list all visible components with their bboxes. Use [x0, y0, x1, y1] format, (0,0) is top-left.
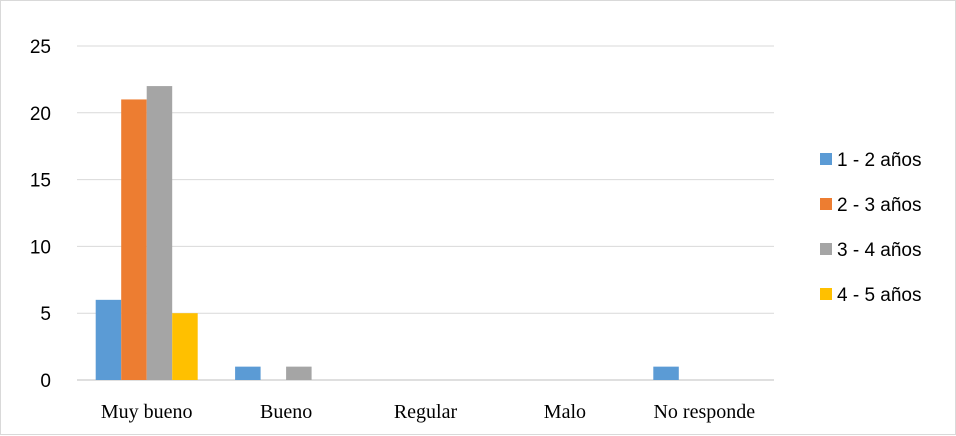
bar	[95, 299, 122, 380]
y-tick-label: 5	[40, 304, 51, 325]
legend-label: 1 - 2 años	[837, 150, 922, 171]
y-tick-label: 15	[30, 171, 51, 192]
bar	[286, 366, 312, 380]
legend-label: 3 - 4 años	[837, 240, 922, 261]
legend-swatch	[820, 153, 832, 165]
x-tick-label: Bueno	[260, 401, 312, 423]
x-tick-label: Malo	[544, 401, 586, 423]
legend-label: 2 - 3 años	[837, 195, 922, 216]
y-tick-label: 20	[30, 104, 51, 125]
x-tick-label: Muy bueno	[101, 401, 193, 423]
bar	[653, 366, 679, 380]
y-tick-label: 10	[30, 237, 51, 258]
x-tick-label: Regular	[394, 401, 458, 423]
legend-swatch	[820, 198, 832, 210]
legend-swatch	[820, 243, 832, 255]
bar	[146, 86, 173, 380]
legend-swatch	[820, 288, 832, 300]
x-tick-label: No responde	[653, 401, 755, 423]
bar	[172, 313, 198, 380]
y-tick-label: 0	[40, 371, 51, 392]
legend-label: 4 - 5 años	[837, 285, 922, 306]
bar	[121, 99, 147, 380]
bar	[235, 366, 261, 380]
y-tick-label: 25	[30, 37, 51, 58]
